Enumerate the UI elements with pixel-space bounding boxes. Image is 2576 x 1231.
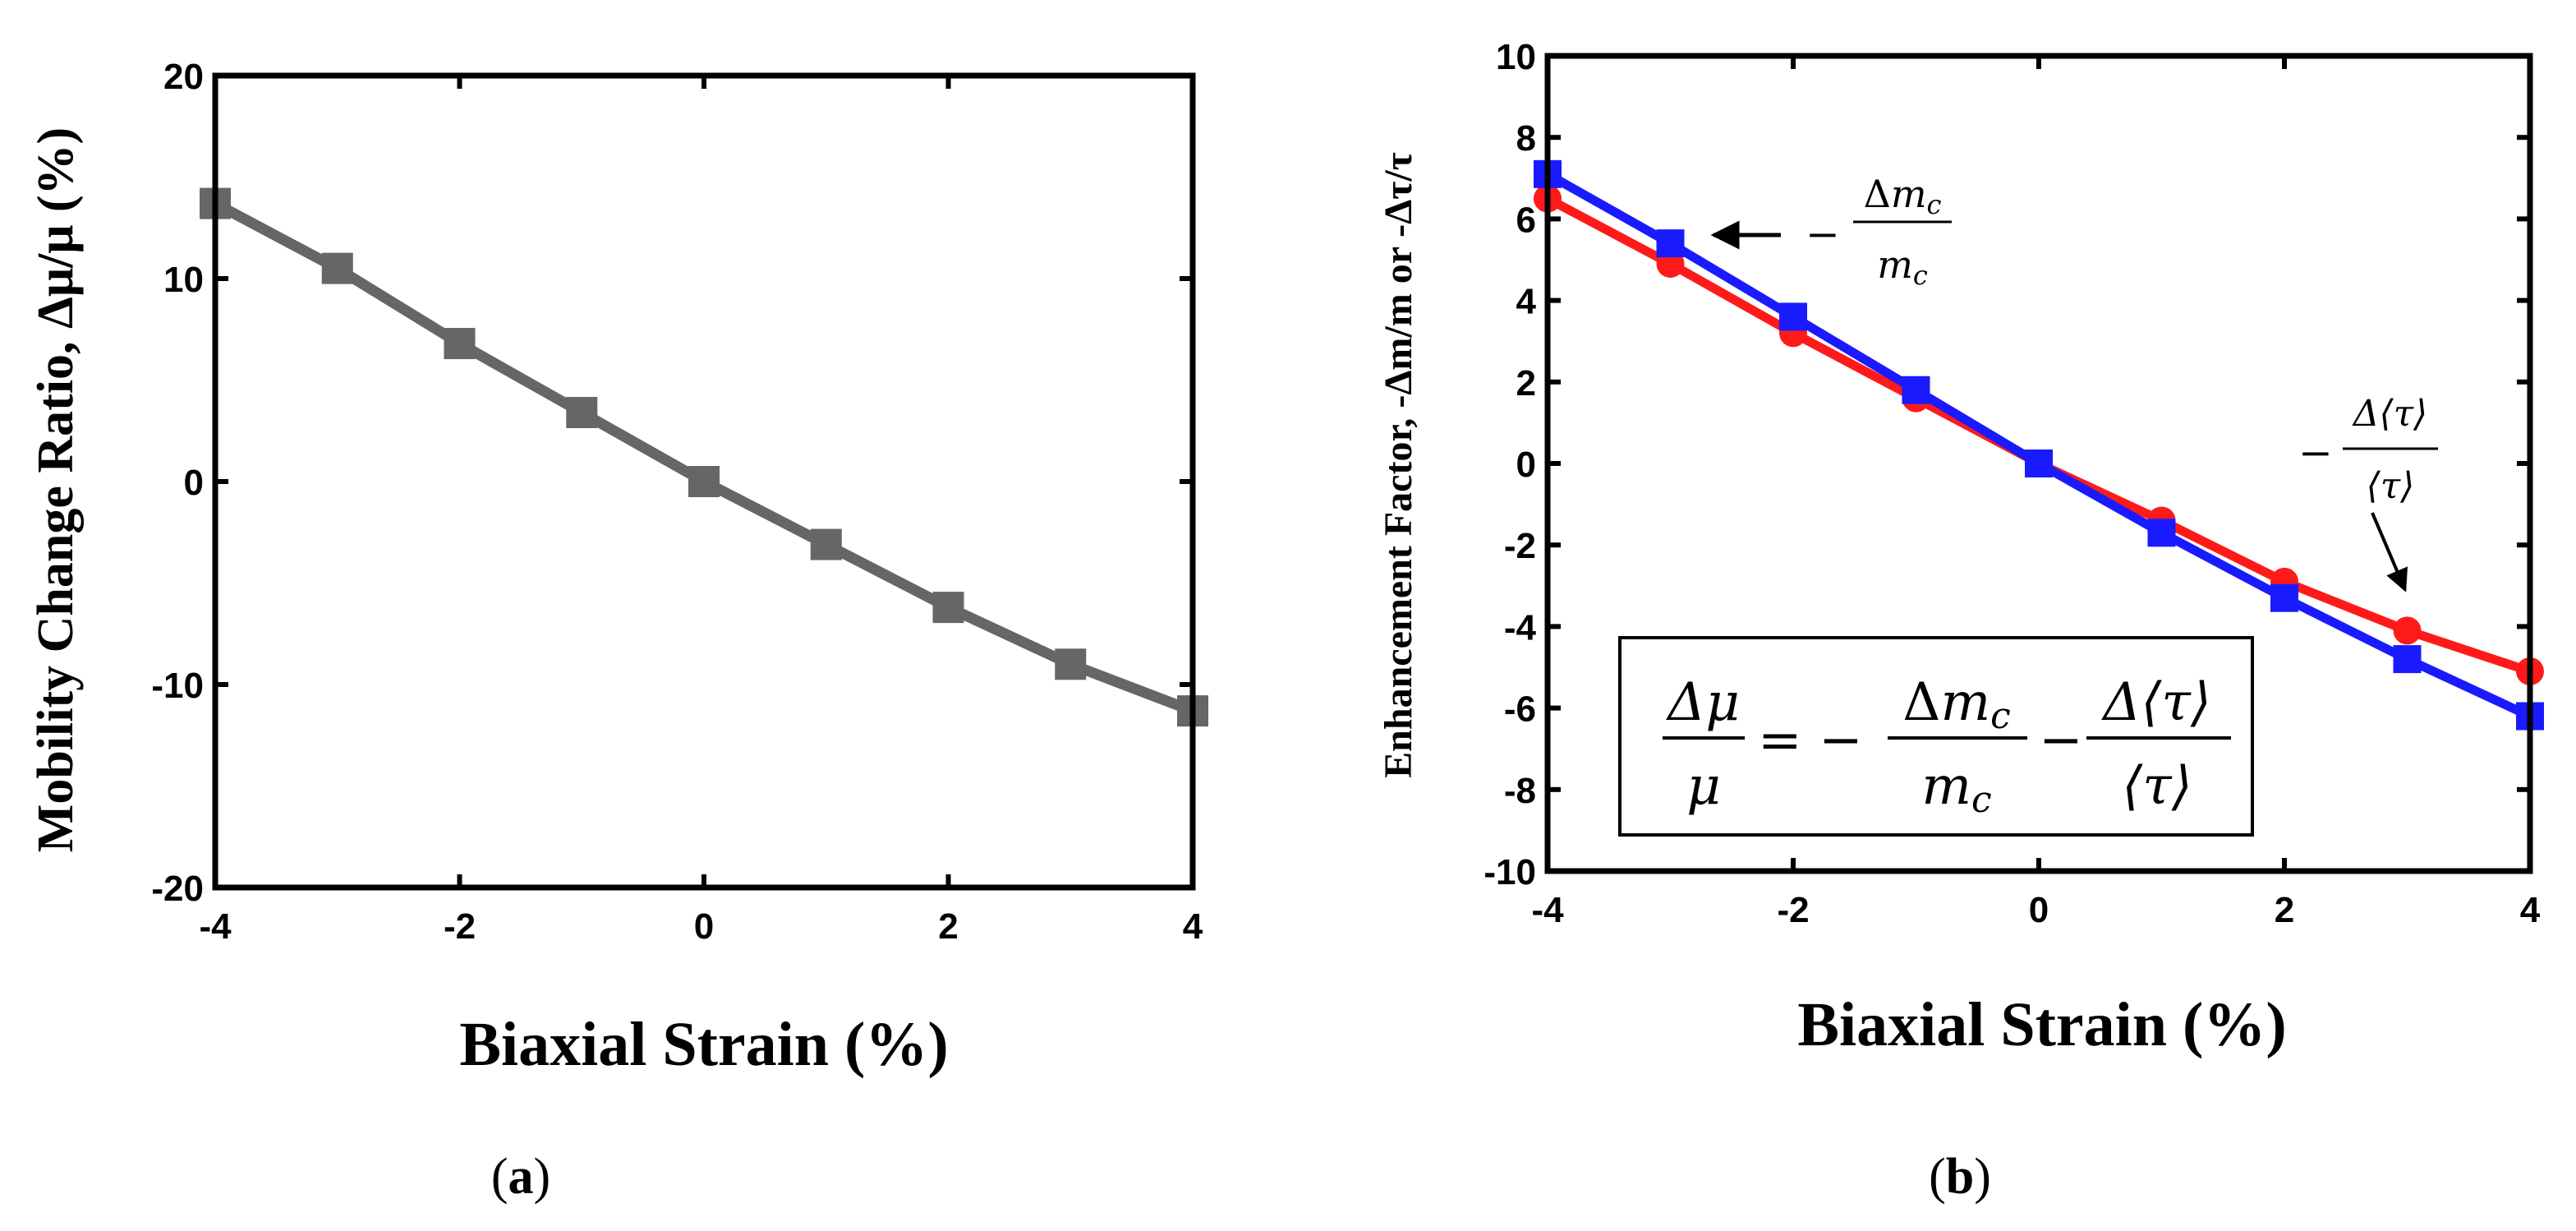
y-tick-label: 20	[163, 57, 204, 97]
y-tick-label: 4	[1516, 282, 1537, 322]
data-point	[2147, 519, 2176, 547]
y-tick-label: 10	[1496, 37, 1536, 77]
panel-a-series	[200, 187, 1208, 727]
data-point	[1902, 376, 1930, 404]
annotation-mass-numerator: Δmc	[1864, 172, 1942, 220]
data-point	[321, 252, 353, 284]
y-tick-label: 10	[163, 260, 204, 300]
y-tick-label: -8	[1504, 771, 1536, 811]
y-tick-label: -4	[1504, 607, 1537, 648]
data-point	[2025, 450, 2053, 477]
data-point	[2393, 616, 2422, 645]
panel-a-caption-letter: a	[508, 1149, 534, 1205]
equation-term1-denominator: mc	[1921, 756, 1991, 821]
annotation-tau-arrow	[2371, 512, 2408, 592]
equation-term1-sub: c	[1990, 695, 2011, 737]
y-tick-label: -20	[151, 869, 204, 909]
panel-a-xlabel: Biaxial Strain (%)	[459, 1010, 948, 1079]
equation-term1-numerator: Δmc	[1902, 672, 2011, 737]
data-point	[1779, 302, 1807, 331]
y-tick-label: -6	[1504, 689, 1536, 730]
annotation-mass-num-var: m	[1891, 172, 1927, 216]
panel-b: -4 -2 0 2 4 -10 -8 -6 -4 -2 0 2 4 6 8 10 Biaxial Strain…	[1377, 37, 2544, 1205]
data-point	[2393, 645, 2422, 674]
panel-b-caption-letter: b	[1946, 1149, 1974, 1205]
annotation-tau-denominator: ⟨τ⟩	[2367, 465, 2415, 507]
x-tick-label: 0	[2029, 890, 2049, 930]
equation-term1-delta: Δ	[1902, 672, 1940, 733]
panel-b-caption-close: )	[1974, 1149, 1991, 1205]
x-tick-label: 2	[938, 906, 958, 947]
equation-minus: −	[2039, 710, 2083, 771]
panel-b-caption-open: (	[1929, 1149, 1946, 1205]
data-point	[444, 328, 476, 360]
equation-term1-den-var: m	[1921, 756, 1971, 817]
annotation-mass-sign: −	[1806, 210, 1840, 258]
x-tick-label: -4	[199, 906, 232, 947]
annotation-tau: − Δ⟨τ⟩ ⟨τ⟩	[2298, 393, 2438, 592]
y-tick-label: 2	[1516, 363, 1536, 403]
equation-term2-numerator: Δ⟨τ⟩	[2100, 672, 2211, 733]
annotation-mass-num-sub: c	[1926, 189, 1941, 220]
x-tick-label: 4	[2520, 890, 2541, 930]
x-tick-label: -4	[1531, 890, 1564, 930]
panel-a-caption-close: )	[534, 1149, 551, 1205]
annotation-mass-den-sub: c	[1913, 260, 1928, 291]
y-tick-label: 0	[1516, 445, 1536, 485]
x-tick-label: 2	[2275, 890, 2294, 930]
x-tick-label: -2	[1777, 890, 1809, 930]
panel-b-caption: (b)	[1929, 1149, 1991, 1205]
panel-a-ylabel: Mobility Change Ratio, Δμ/μ (%)	[28, 127, 84, 852]
equation-term1-var: m	[1940, 672, 1990, 733]
y-tick-label: 8	[1516, 118, 1536, 159]
annotation-mass-denominator: mc	[1877, 242, 1928, 291]
data-point	[932, 592, 964, 624]
equation-term2-denominator: ⟨τ⟩	[2122, 756, 2192, 817]
equation-box: Δμ μ = − Δmc mc − Δ⟨τ⟩ ⟨τ⟩	[1618, 636, 2254, 837]
y-tick-label: -10	[1484, 852, 1536, 892]
equation-equals-minus: = −	[1758, 710, 1863, 771]
series-line-1	[1545, 170, 2532, 721]
annotation-mass-num-delta: Δ	[1864, 172, 1891, 216]
x-tick-label: 0	[694, 906, 714, 947]
panel-b-frame	[1544, 53, 2533, 874]
y-tick-label: 6	[1516, 200, 1536, 240]
y-tick-label: -2	[1504, 526, 1536, 566]
annotation-mass-den-var: m	[1877, 242, 1913, 287]
annotation-mass: − Δmc mc	[1710, 172, 1952, 291]
equation-lhs-denominator: μ	[1686, 756, 1721, 817]
y-tick-label: -10	[151, 666, 204, 706]
data-point	[810, 528, 842, 560]
series-line-0	[212, 198, 1195, 717]
data-point	[566, 397, 598, 429]
panel-b-xlabel: Biaxial Strain (%)	[1797, 990, 2286, 1059]
data-point	[688, 466, 720, 497]
panel-a-caption: (a)	[491, 1149, 550, 1205]
data-point	[1656, 229, 1685, 258]
panel-b-ylabel: Enhancement Factor, -Δm/m or -Δτ/τ	[1377, 152, 1420, 778]
annotation-tau-sign: −	[2298, 429, 2333, 477]
series-line-0	[1545, 194, 2532, 676]
panel-a-caption-open: (	[491, 1149, 508, 1205]
equation-term1-den-sub: c	[1971, 779, 1992, 821]
data-point	[2270, 583, 2298, 612]
panel-a-frame	[212, 72, 1196, 891]
data-point	[1055, 648, 1087, 680]
panel-b-series	[1534, 159, 2544, 731]
x-tick-label: -2	[444, 906, 476, 947]
equation-lhs-numerator: Δμ	[1665, 672, 1740, 733]
annotation-tau-numerator: Δ⟨τ⟩	[2352, 393, 2427, 435]
x-tick-label: 4	[1183, 906, 1203, 947]
y-tick-label: 0	[184, 463, 204, 503]
